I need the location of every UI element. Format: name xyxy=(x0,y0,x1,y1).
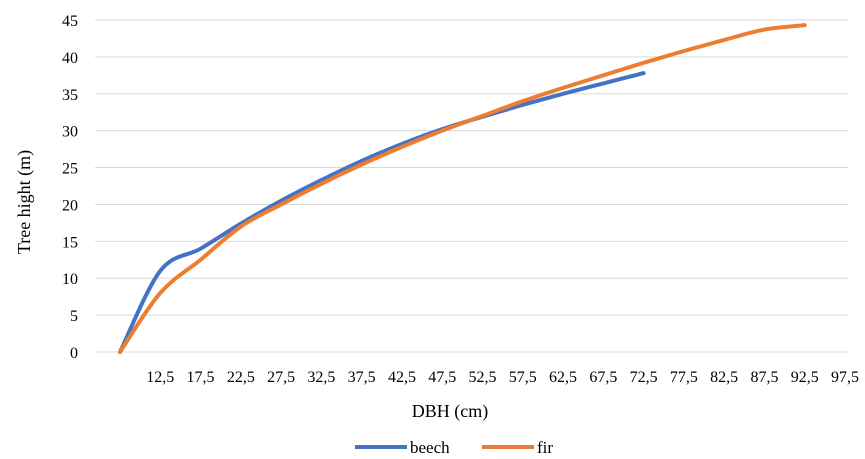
y-tick-label: 35 xyxy=(62,87,78,104)
y-tick-label: 0 xyxy=(70,345,78,362)
x-tick-label: 87,5 xyxy=(750,369,778,386)
x-tick-label: 52,5 xyxy=(469,369,497,386)
x-axis-title: DBH (cm) xyxy=(412,401,488,422)
y-tick-label: 40 xyxy=(62,50,78,67)
x-tick-label: 27,5 xyxy=(267,369,295,386)
y-axis-title: Tree hight (m) xyxy=(14,150,35,254)
legend-label-fir: fir xyxy=(537,438,553,457)
y-tick-label: 45 xyxy=(62,13,78,30)
legend: beech fir xyxy=(355,438,553,457)
y-tick-label: 15 xyxy=(62,234,78,251)
x-tick-label: 82,5 xyxy=(710,369,738,386)
x-tick-label: 32,5 xyxy=(307,369,335,386)
x-tick-label: 47,5 xyxy=(428,369,456,386)
x-tick-label: 42,5 xyxy=(388,369,416,386)
y-tick-label: 30 xyxy=(62,124,78,141)
x-tick-label: 22,5 xyxy=(227,369,255,386)
y-tick-label: 10 xyxy=(62,271,78,288)
y-tick-label: 20 xyxy=(62,197,78,214)
y-tick-label: 25 xyxy=(62,161,78,178)
series-line-fir xyxy=(118,23,807,354)
x-tick-label: 72,5 xyxy=(630,369,658,386)
legend-label-beech: beech xyxy=(410,438,450,457)
x-tick-label: 17,5 xyxy=(187,369,215,386)
x-tick-label: 92,5 xyxy=(791,369,819,386)
gridlines xyxy=(95,19,848,353)
y-axis-ticks: 0 5 10 15 20 25 30 35 40 45 xyxy=(62,13,78,362)
x-tick-label: 37,5 xyxy=(348,369,376,386)
x-axis-ticks: 12,5 17,5 22,5 27,5 32,5 37,5 42,5 47,5 52,5 57,5… xyxy=(146,369,859,386)
x-tick-label: 12,5 xyxy=(146,369,174,386)
x-tick-label: 57,5 xyxy=(509,369,537,386)
x-tick-label: 97,5 xyxy=(831,369,859,386)
series-lines xyxy=(118,23,807,354)
x-tick-label: 62,5 xyxy=(549,369,577,386)
x-tick-label: 67,5 xyxy=(589,369,617,386)
series-line-beech xyxy=(118,71,646,354)
x-tick-label: 77,5 xyxy=(670,369,698,386)
y-tick-label: 5 xyxy=(70,308,78,325)
